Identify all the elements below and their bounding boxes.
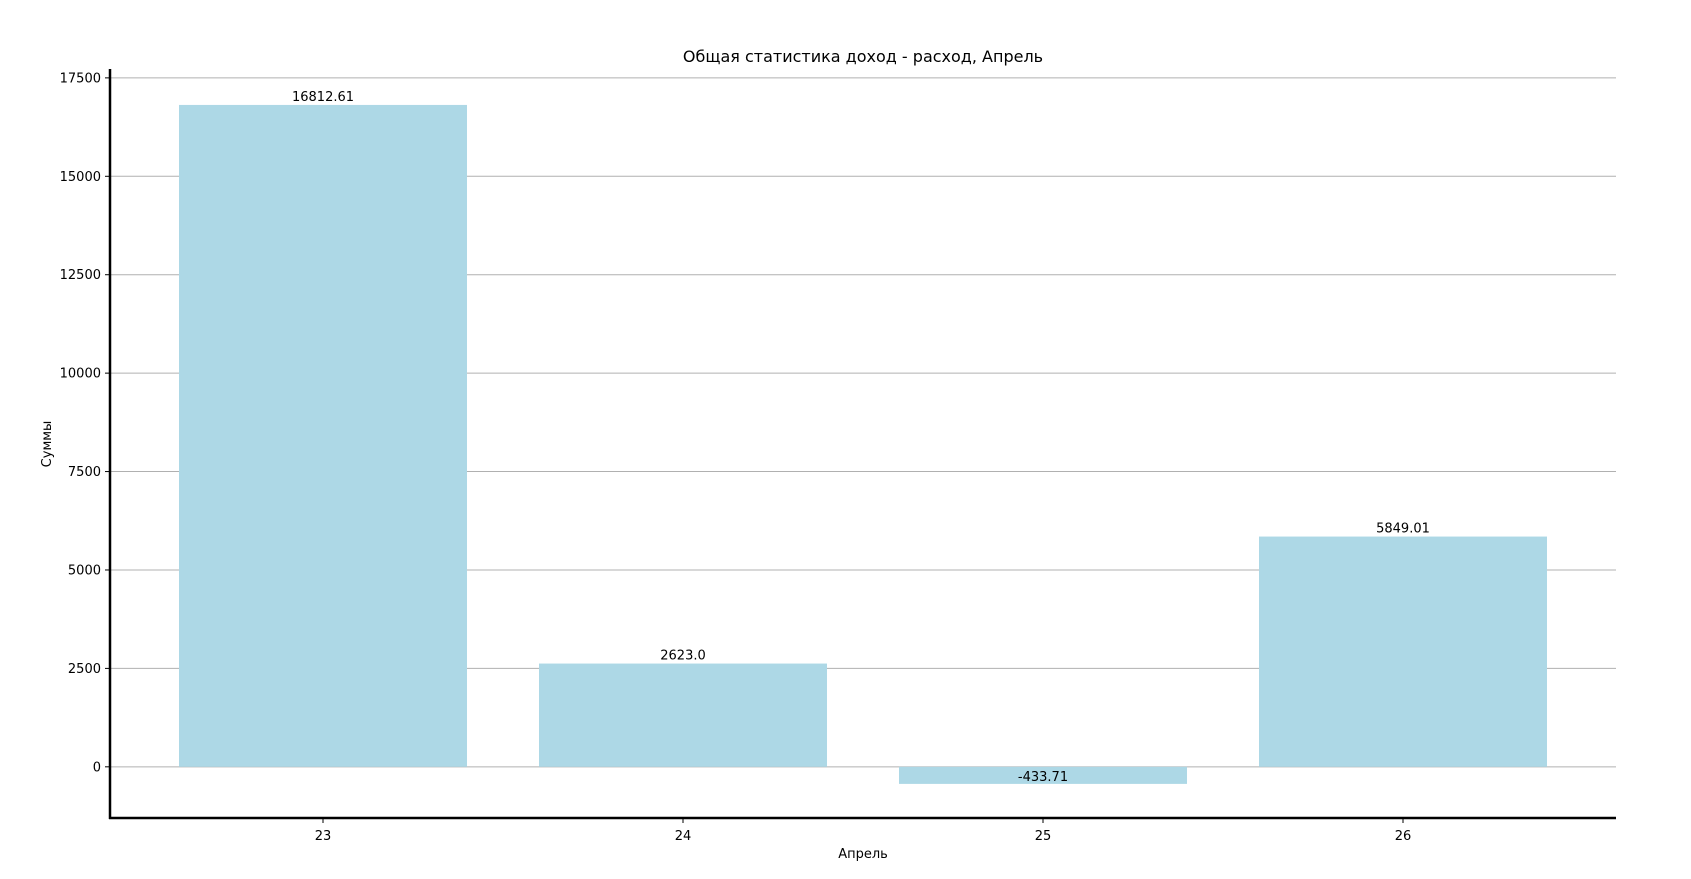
y-tick-label: 10000: [60, 367, 101, 382]
data-label: 2623.0: [660, 649, 706, 664]
y-tick-label: 2500: [68, 662, 101, 677]
x-axis-label: Апрель: [838, 847, 888, 862]
bar: [539, 663, 827, 767]
y-tick-label: 7500: [68, 465, 101, 480]
data-label: 5849.01: [1376, 522, 1430, 537]
bar-layer: [179, 104, 1547, 784]
bar: [1259, 536, 1547, 767]
y-tick-label: 0: [93, 760, 101, 775]
y-tick-label: 15000: [60, 170, 101, 185]
x-tick-label: 25: [1035, 829, 1052, 844]
y-axis-label: Суммы: [40, 421, 55, 468]
data-label: 16812.61: [292, 90, 354, 105]
axis-layer: [108, 69, 1616, 820]
chart-title: Общая статистика доход - расход, Апрель: [683, 47, 1043, 66]
x-tick-label: 26: [1395, 829, 1412, 844]
x-tick-layer: 23 24 25 26: [315, 818, 1412, 844]
y-tick-layer: 0 2500 5000 7500 10000 12500 15000 17500: [60, 71, 110, 775]
y-tick-label: 12500: [60, 268, 101, 283]
y-tick-label: 5000: [68, 563, 101, 578]
y-tick-label: 17500: [60, 71, 101, 86]
data-label: -433.71: [1018, 770, 1068, 785]
bar: [899, 766, 1187, 784]
bar: [179, 104, 467, 767]
x-tick-label: 23: [315, 829, 332, 844]
data-label-layer: 16812.61 2623.0 -433.71 5849.01: [292, 90, 1430, 785]
x-tick-label: 24: [675, 829, 692, 844]
